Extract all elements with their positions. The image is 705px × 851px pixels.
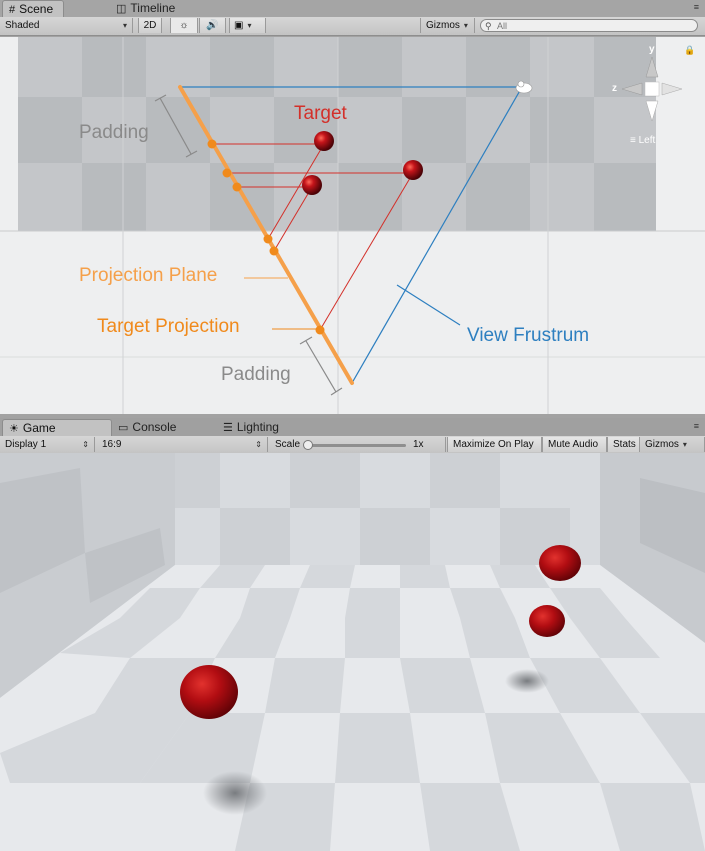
view-frustrum-label: View Frustrum <box>467 325 590 346</box>
lock-icon[interactable]: 🔒 <box>684 45 696 55</box>
game-icon: ☀ <box>9 423 19 435</box>
projection-plane-label: Projection Plane <box>79 265 218 286</box>
aspect-dropdown[interactable]: 16:9 ⇕ <box>97 437 268 452</box>
search-icon: ⚲ <box>485 21 492 31</box>
gizmo-z-label: z <box>612 83 617 94</box>
scale-slider-track[interactable] <box>306 444 406 447</box>
chevron-updown-icon: ⇕ <box>255 440 262 449</box>
maximize-on-play-button[interactable]: Maximize On Play <box>447 437 542 452</box>
game-toolbar: Display 1 ⇕ 16:9 ⇕ Scale 1x Maximize On … <box>0 436 705 455</box>
scene-tabbar: # Scene ◫ Timeline ≡ <box>0 0 705 18</box>
gizmo-view-label: ≡ Left <box>630 135 655 146</box>
tab-scene-label: Scene <box>19 2 54 16</box>
mute-audio-label: Mute Audio <box>548 439 599 450</box>
tab-game[interactable]: ☀ Game <box>2 419 112 436</box>
chevron-updown-icon: ⇕ <box>82 440 89 449</box>
tab-console-label: Console <box>132 420 177 434</box>
floor-tiles <box>0 565 705 851</box>
scene-gizmos-label: Gizmos <box>426 20 460 31</box>
game-gizmos-dropdown[interactable]: Gizmos ▾ <box>640 437 705 452</box>
chevron-down-icon: ▾ <box>247 21 252 30</box>
right-wall-tile <box>640 478 705 573</box>
scene-gizmos-dropdown[interactable]: Gizmos ▾ <box>420 18 475 33</box>
padding-brackets <box>154 94 343 396</box>
lighting-toggle-button[interactable]: ☼ <box>170 18 198 33</box>
checker-background <box>0 37 705 414</box>
gizmo-view-text: Left <box>638 135 656 146</box>
target-sphere <box>529 605 565 637</box>
tab-lighting-label: Lighting <box>236 420 279 434</box>
tab-timeline-label: Timeline <box>130 1 176 15</box>
target-projection-lines <box>212 143 414 331</box>
sphere-shadow <box>505 669 549 693</box>
view-frustrum-lines <box>180 86 523 384</box>
panel-menu-icon[interactable]: ≡ <box>693 2 699 12</box>
target-projection-label: Target Projection <box>97 316 240 337</box>
console-icon: ▭ <box>118 422 129 434</box>
toggle-2d-button[interactable]: 2D <box>138 18 162 33</box>
game-viewport[interactable] <box>0 453 705 851</box>
camera-icon <box>515 80 533 94</box>
toggle-2d-label: 2D <box>143 20 157 31</box>
sphere-shadow <box>203 771 267 815</box>
scale-control: Scale 1x <box>270 437 446 452</box>
left-wall-tile <box>0 468 85 593</box>
panel-menu-icon[interactable]: ≡ <box>693 421 699 431</box>
search-placeholder: All <box>497 21 508 31</box>
axis-cones-icon <box>621 56 683 122</box>
scene-viewport[interactable]: Padding Target Projection Plane Target P… <box>0 37 705 414</box>
game-tabbar: ☀ Game ▭ Console ☰ Lighting ≡ <box>0 418 705 437</box>
tab-console[interactable]: ▭ Console <box>112 419 212 436</box>
audio-toggle-button[interactable]: 🔊 <box>199 18 226 33</box>
speaker-icon: 🔊 <box>206 20 219 31</box>
target-spheres <box>302 131 423 195</box>
chevron-down-icon: ▾ <box>122 21 127 30</box>
aspect-value: 16:9 <box>102 439 122 450</box>
label-leader-lines <box>244 277 316 330</box>
scene-toolbar: Shaded ▾ 2D ☼ 🔊 ▣ ▾ Gizmos ▾ ⚲ All <box>0 17 705 36</box>
stats-label: Stats <box>613 439 636 450</box>
display-value: Display 1 <box>5 439 47 450</box>
tab-game-label: Game <box>22 421 56 435</box>
tab-lighting[interactable]: ☰ Lighting <box>217 419 317 436</box>
effects-dropdown[interactable]: ▣ ▾ <box>229 18 266 33</box>
padding-bottom-label: Padding <box>221 364 291 385</box>
orientation-gizmo[interactable]: y z ≡ Left <box>608 43 688 153</box>
stats-button[interactable]: Stats <box>607 437 640 452</box>
timeline-icon: ◫ <box>116 3 127 15</box>
shading-mode-dropdown[interactable]: Shaded ▾ <box>0 18 133 33</box>
hamburger-icon: ≡ <box>630 135 639 146</box>
scale-slider-knob[interactable] <box>303 440 313 450</box>
target-sphere <box>539 545 581 581</box>
grid-icon: # <box>9 4 16 16</box>
projection-points <box>207 139 325 335</box>
target-sphere <box>180 665 238 719</box>
search-input[interactable]: ⚲ All <box>480 19 698 32</box>
target-label: Target <box>294 103 347 124</box>
scene-diagram <box>0 37 705 414</box>
game-render <box>0 453 705 851</box>
game-gizmos-label: Gizmos <box>645 439 679 450</box>
scale-value: 1x <box>413 439 424 450</box>
lighting-icon: ☰ <box>223 422 233 434</box>
shading-mode-value: Shaded <box>5 20 40 31</box>
mute-audio-button[interactable]: Mute Audio <box>542 437 607 452</box>
left-wall-tile <box>85 528 165 603</box>
padding-top-label: Padding <box>79 122 149 143</box>
tab-timeline[interactable]: ◫ Timeline <box>110 0 190 17</box>
display-dropdown[interactable]: Display 1 ⇕ <box>0 437 95 452</box>
maximize-on-play-label: Maximize On Play <box>453 439 534 450</box>
gizmo-y-label: y <box>649 44 655 55</box>
image-icon: ▣ <box>234 20 244 31</box>
chevron-down-icon: ▾ <box>682 440 687 449</box>
chevron-down-icon: ▾ <box>463 21 468 30</box>
scale-label: Scale <box>275 439 301 450</box>
sun-icon: ☼ <box>179 20 189 31</box>
tab-scene[interactable]: # Scene <box>2 0 64 17</box>
